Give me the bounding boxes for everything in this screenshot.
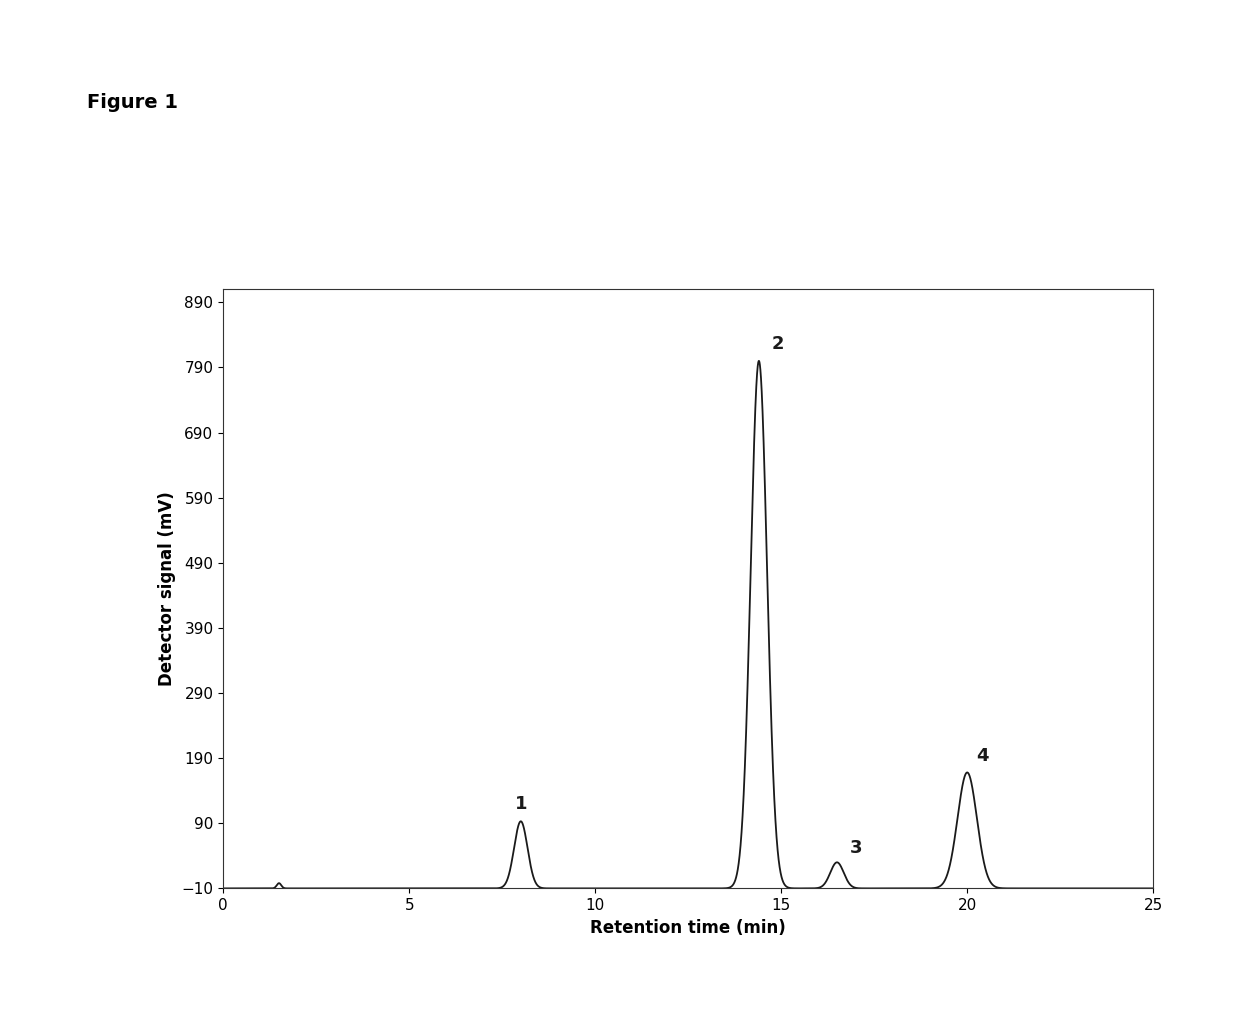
Text: 3: 3 <box>849 839 862 857</box>
Y-axis label: Detector signal (mV): Detector signal (mV) <box>157 492 176 686</box>
Text: 2: 2 <box>771 335 784 353</box>
X-axis label: Retention time (min): Retention time (min) <box>590 918 786 937</box>
Text: 1: 1 <box>515 795 527 814</box>
Text: Figure 1: Figure 1 <box>87 93 177 112</box>
Text: 4: 4 <box>976 747 988 764</box>
